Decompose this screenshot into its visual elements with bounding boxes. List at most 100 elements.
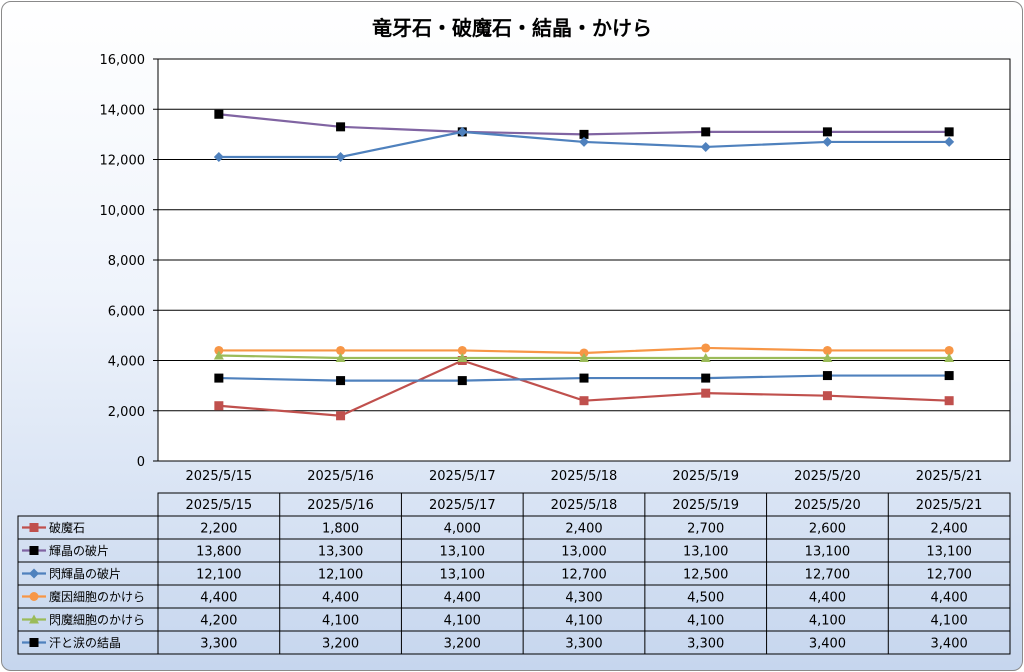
data-point <box>944 136 955 147</box>
y-tick-label: 8,000 <box>108 254 145 269</box>
data-label: 13,100 <box>683 545 729 560</box>
data-label: 4,400 <box>931 591 968 606</box>
data-label: 3,400 <box>931 637 968 652</box>
data-label: 3,300 <box>200 637 237 652</box>
data-point <box>579 396 589 406</box>
data-point <box>944 352 955 362</box>
data-label: 2,700 <box>687 522 724 537</box>
data-label: 12,100 <box>196 568 242 583</box>
data-label: 2,200 <box>200 522 237 537</box>
data-point <box>214 345 224 355</box>
data-point <box>336 376 346 386</box>
data-point <box>944 396 954 406</box>
y-tick-label: 10,000 <box>100 204 146 219</box>
legend-label: 破魔石 <box>49 520 85 535</box>
data-point <box>700 141 711 152</box>
data-point <box>214 401 224 411</box>
data-label: 12,700 <box>926 568 972 583</box>
data-label: 4,200 <box>200 614 237 629</box>
data-label: 2,400 <box>565 522 602 537</box>
data-point <box>214 373 224 383</box>
data-table: 2025/5/15 2025/5/16 2025/5/17 2025/5/18 2025… <box>17 492 1011 655</box>
data-point <box>335 352 346 362</box>
data-label: 4,400 <box>444 591 481 606</box>
data-label: 2,400 <box>931 522 968 537</box>
data-point <box>579 352 589 362</box>
data-label: 4,000 <box>444 522 481 537</box>
data-label: 13,100 <box>440 568 486 583</box>
table-header-cell: 2025/5/20 <box>794 498 861 513</box>
data-label: 13,300 <box>318 545 364 560</box>
data-label: 4,400 <box>809 591 846 606</box>
data-label: 4,400 <box>322 591 359 606</box>
y-tick-label: 12,000 <box>100 154 146 169</box>
data-label: 12,700 <box>805 568 851 583</box>
data-label: 3,300 <box>565 637 602 652</box>
x-tick-label: 2025/5/19 <box>672 469 739 484</box>
data-label: 4,500 <box>687 591 724 606</box>
plot-area: 0 2,000 4,000 6,000 8,000 10,000 12,000 14,000 1… <box>100 53 1011 484</box>
y-tick-label: 16,000 <box>100 53 146 68</box>
data-point <box>701 343 711 353</box>
data-point <box>336 411 346 421</box>
data-point <box>457 376 467 386</box>
data-point <box>29 546 39 555</box>
x-tick-label: 2025/5/16 <box>307 469 374 484</box>
data-point <box>944 345 954 355</box>
data-label: 4,400 <box>200 591 237 606</box>
data-point <box>822 127 832 137</box>
data-label: 3,200 <box>322 637 359 652</box>
table-header-cell: 2025/5/17 <box>429 498 496 513</box>
data-point <box>701 388 711 398</box>
data-label: 13,100 <box>440 545 486 560</box>
data-point <box>213 350 224 360</box>
data-label: 12,100 <box>318 568 364 583</box>
legend-label: 魔因細胞のかけら <box>49 589 145 604</box>
data-label: 4,100 <box>809 614 846 629</box>
y-tick-label: 0 <box>137 455 145 470</box>
legend-label: 汗と涙の結晶 <box>49 635 121 650</box>
data-label: 4,100 <box>322 614 359 629</box>
data-label: 3,200 <box>444 637 481 652</box>
legend-label: 閃魔細胞のかけら <box>49 612 145 627</box>
data-label: 4,300 <box>565 591 602 606</box>
chart-title: 竜牙石・破魔石・結晶・かけら <box>372 16 652 40</box>
x-tick-label: 2025/5/17 <box>429 469 496 484</box>
data-point <box>700 352 711 362</box>
data-label: 12,700 <box>561 568 607 583</box>
data-label: 4,100 <box>444 614 481 629</box>
data-label: 13,800 <box>196 545 242 560</box>
data-point <box>944 127 954 137</box>
data-point <box>579 136 589 147</box>
data-label: 12,500 <box>683 568 729 583</box>
data-point <box>29 638 39 647</box>
table-header-cell: 2025/5/21 <box>916 498 983 513</box>
data-label: 4,100 <box>565 614 602 629</box>
data-label: 3,400 <box>809 637 846 652</box>
data-point <box>822 136 833 147</box>
data-point <box>579 373 589 383</box>
data-point <box>335 151 346 162</box>
data-label: 13,000 <box>561 545 607 560</box>
data-point <box>213 151 224 162</box>
data-point <box>336 345 346 355</box>
data-point <box>822 352 833 362</box>
data-point <box>944 371 954 381</box>
data-point <box>29 614 39 624</box>
data-point <box>822 345 832 355</box>
data-point <box>336 122 346 132</box>
data-label: 3,300 <box>687 637 724 652</box>
table-header-cell: 2025/5/15 <box>186 498 253 513</box>
data-point <box>214 109 224 119</box>
data-point <box>457 126 468 137</box>
y-tick-label: 2,000 <box>108 405 145 420</box>
y-tick-label: 14,000 <box>100 103 146 118</box>
data-point <box>822 391 832 401</box>
data-point <box>701 127 711 137</box>
data-label: 4,100 <box>931 614 968 629</box>
data-label: 13,100 <box>805 545 851 560</box>
x-tick-label: 2025/5/18 <box>551 469 618 484</box>
data-label: 4,100 <box>687 614 724 629</box>
